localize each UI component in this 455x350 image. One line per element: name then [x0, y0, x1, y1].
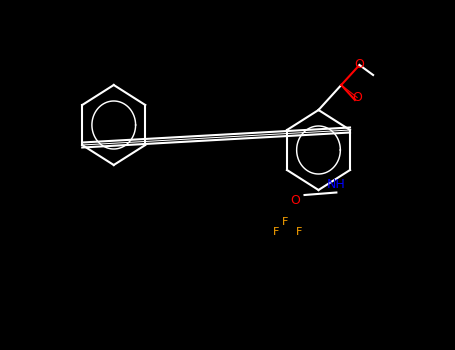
Text: O: O [352, 91, 362, 104]
Text: O: O [354, 58, 364, 71]
Text: NH: NH [327, 178, 346, 191]
Text: F: F [282, 217, 288, 227]
Text: O: O [290, 194, 300, 206]
Text: F: F [295, 227, 302, 237]
Text: F: F [273, 227, 279, 237]
